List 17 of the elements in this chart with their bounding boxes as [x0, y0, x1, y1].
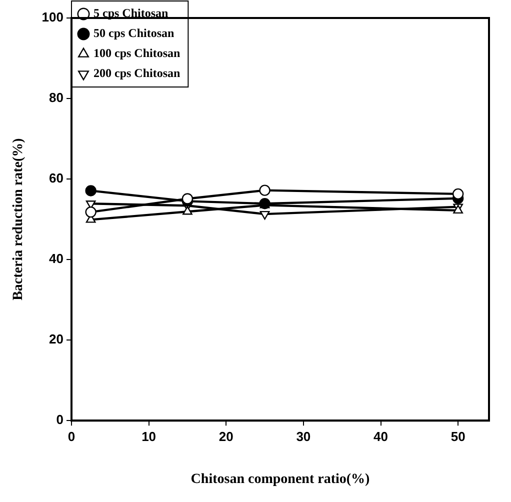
x-tick-label: 0	[68, 428, 76, 444]
legend-label: 50 cps Chitosan	[93, 26, 174, 40]
legend-label: 100 cps Chitosan	[93, 46, 180, 60]
y-tick-label: 80	[49, 90, 64, 106]
y-tick-label: 100	[42, 10, 64, 25]
y-tick-label: 40	[49, 251, 64, 266]
legend-label: 200 cps Chitosan	[93, 66, 180, 80]
x-tick-label: 40	[374, 428, 388, 444]
x-tick-label: 50	[450, 428, 466, 444]
x-tick-label: 30	[296, 428, 311, 444]
x-axis-title: Chitosan component ratio(%)	[190, 472, 370, 488]
x-tick-label: 10	[142, 428, 156, 444]
y-tick-label: 20	[49, 332, 64, 347]
y-axis-title: Bacteria reduction rate(%)	[11, 138, 26, 300]
y-tick-label: 60	[49, 170, 64, 186]
y-tick-label: 0	[56, 412, 64, 428]
x-tick-label: 20	[218, 428, 234, 444]
